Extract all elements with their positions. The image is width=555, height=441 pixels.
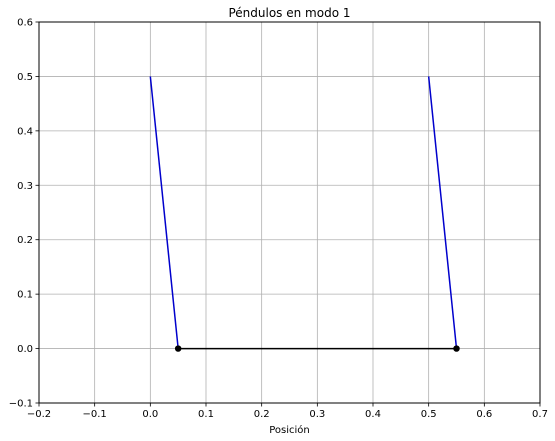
y-tick-label: −0.1 — [9, 399, 33, 410]
x-axis-label: Posición — [269, 424, 310, 436]
x-tick-label: 0.6 — [476, 409, 492, 420]
series-layer — [149, 76, 458, 350]
plot-frame — [38, 21, 541, 404]
y-tick-label: 0.6 — [17, 18, 33, 29]
pendulum-rod-1-line — [149, 76, 179, 349]
x-tick-label: −0.1 — [83, 409, 107, 420]
x-tick-label: 0.0 — [142, 409, 158, 420]
x-tick-label: 0.1 — [198, 409, 214, 420]
y-tick-labels: −0.1 0.0 0.1 0.2 0.3 0.4 0.5 0.6 — [9, 18, 33, 410]
pendulum-mass-2 — [453, 345, 460, 352]
x-tick-label: 0.4 — [365, 409, 381, 420]
y-tick-label: 0.0 — [17, 344, 33, 355]
pendulum-rod-2-line — [427, 76, 458, 349]
x-tick-labels: −0.2 −0.1 0.0 0.1 0.2 0.3 0.4 0.5 0.6 0.7 — [27, 409, 548, 420]
pendulum-mass-1 — [174, 345, 182, 352]
y-tick-label: 0.3 — [17, 181, 33, 192]
x-tick-label: −0.2 — [27, 409, 51, 420]
mass-layer — [174, 345, 460, 352]
x-tick-label: 0.5 — [421, 409, 437, 420]
y-tick-label: 0.1 — [17, 290, 33, 301]
chart-title: Péndulos en modo 1 — [228, 6, 350, 20]
x-tick-label: 0.3 — [309, 409, 325, 420]
x-tick-label: 0.7 — [532, 409, 548, 420]
x-tick-label: 0.2 — [254, 409, 270, 420]
y-tick-label: 0.5 — [17, 72, 33, 83]
y-tick-label: 0.4 — [17, 126, 33, 137]
y-tick-label: 0.2 — [17, 235, 33, 246]
